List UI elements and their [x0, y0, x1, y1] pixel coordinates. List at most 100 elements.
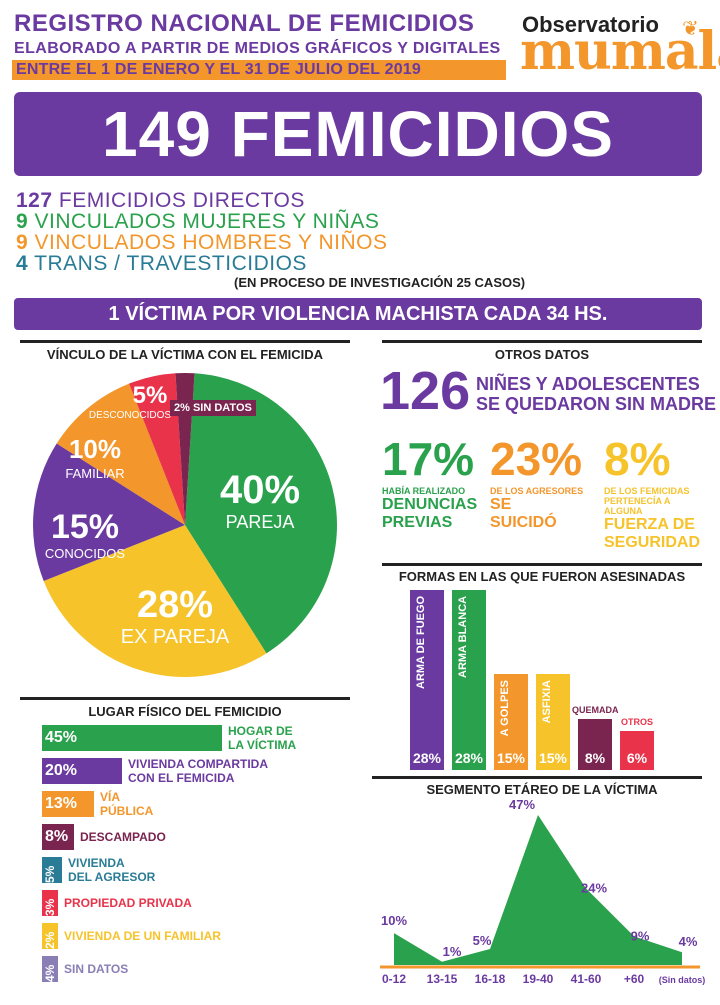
pie-pct-conocidos: 15% — [50, 508, 120, 546]
age-tick: 0-12 — [382, 972, 406, 986]
page-title: REGISTRO NACIONAL DE FEMICIDIOS — [14, 10, 475, 37]
age-value: 24% — [581, 880, 607, 895]
forma-value: 28% — [412, 750, 442, 766]
breakdown-line: 9 VINCULADOS HOMBRES Y NIÑOS — [16, 231, 388, 255]
place-label: VIVIENDA DE UN FAMILIAR — [64, 929, 221, 943]
pie-label-conocidos: CONOCIDOS — [44, 546, 126, 561]
forma-value: 6% — [626, 750, 648, 766]
pie-slice — [56, 383, 185, 525]
pie-label-familiar: FAMILIAR — [65, 466, 125, 481]
place-bar: 2% — [42, 923, 58, 949]
place-label: DESCAMPADO — [80, 830, 166, 844]
stat-denuncias: 17% HABÍA REALIZADO DENUNCIAS PREVIAS — [382, 436, 492, 532]
forma-label: QUEMADA — [572, 704, 619, 715]
stat-small: DE LOS AGRESORES — [490, 486, 584, 496]
forma-value: 28% — [454, 750, 484, 766]
breakdown-label: VINCULADOS MUJERES Y NIÑAS — [34, 210, 380, 233]
stat-pct: 23% — [490, 433, 583, 485]
place-label-line: DEL AGRESOR — [68, 870, 156, 884]
place-label-line: PÚBLICA — [100, 804, 154, 818]
formas-chart: 28% ARMA DE FUEGO 28% ARMA BLANCA 15% A GOLPE… — [410, 585, 680, 770]
stat-fuerza: 8% DE LOS FEMICIDAS PERTENECÍA A ALGUNA … — [604, 436, 704, 552]
breakdown-label: FEMICIDIOS DIRECTOS — [58, 189, 305, 212]
pie-label-sindatos: 2% SIN DATOS — [170, 400, 256, 416]
forma-bar — [494, 673, 528, 770]
logo-top-text: Observatorio — [522, 12, 659, 37]
stat-strong: SUICIDÓ — [490, 514, 557, 531]
breakdown-line: 127 FEMICIDIOS DIRECTOS — [16, 189, 305, 213]
section-divider — [382, 563, 702, 566]
stat-small: ALGUNA — [604, 506, 643, 516]
logo: mumalá — [520, 21, 720, 82]
forma-label: ARMA BLANCA — [457, 596, 469, 679]
section-divider — [20, 340, 350, 343]
date-range: ENTRE EL 1 DE ENERO Y EL 31 DE JULIO DEL… — [12, 60, 506, 80]
forma-bar — [620, 731, 654, 770]
place-label: SIN DATOS — [64, 962, 128, 976]
place-label: PROPIEDAD PRIVADA — [64, 896, 192, 910]
pie-pct-pareja: 40% — [219, 468, 301, 512]
place-label: HOGAR DE LA VÍCTIMA — [228, 724, 296, 752]
breakdown-line: 9 VINCULADOS MUJERES Y NIÑAS — [16, 210, 379, 234]
place-bar: 13% — [42, 791, 94, 817]
age-value: 9% — [631, 928, 650, 943]
stat-small: HABÍA REALIZADO — [382, 486, 466, 496]
forma-label: ASFIXIA — [541, 679, 553, 723]
age-value: 1% — [443, 944, 462, 959]
orphans-line: NIÑES Y ADOLESCENTES — [476, 374, 700, 394]
rate-banner: 1 VÍCTIMA POR VIOLENCIA MACHISTA CADA 34… — [14, 298, 702, 330]
edad-chart: 10% 0-12 1% 13-15 5% 16-18 47% 19-40 24% 41-60 9% +… — [380, 797, 706, 986]
page-subtitle: ELABORADO A PARTIR DE MEDIOS GRÁFICOS Y … — [14, 40, 501, 57]
forma-label: A GOLPES — [499, 679, 511, 736]
orphans-label: NIÑES Y ADOLESCENTES SE QUEDARON SIN MAD… — [476, 374, 716, 414]
breakdown-num: 9 — [16, 210, 29, 233]
place-label: VIVIENDA COMPARTIDA CON EL FEMICIDA — [128, 757, 268, 785]
butterfly-icon: ❦ — [682, 18, 699, 40]
place-label: VIVIENDA DEL AGRESOR — [68, 856, 155, 884]
forma-bar — [578, 718, 612, 770]
breakdown-num: 4 — [16, 252, 29, 275]
stat-strong: FUERZA DE — [604, 516, 695, 533]
stat-suicidio: 23% DE LOS AGRESORES SE SUICIDÓ — [490, 436, 600, 532]
place-label-line: LA VÍCTIMA — [228, 738, 297, 752]
pie-title: VÍNCULO DE LA VÍCTIMA CON EL FEMICIDA — [46, 347, 324, 362]
pie-slice — [185, 373, 337, 654]
breakdown-label: VINCULADOS HOMBRES Y NIÑOS — [34, 231, 388, 254]
forma-bar — [536, 673, 570, 770]
place-bar: 8% — [42, 824, 74, 850]
place-bar: 3% — [42, 890, 58, 916]
stat-pct: 8% — [604, 433, 671, 485]
age-value: 47% — [509, 797, 535, 812]
age-tick: 13-15 — [427, 972, 458, 986]
total-banner: 149 FEMICIDIOS — [14, 92, 702, 176]
age-area — [394, 815, 682, 965]
section-divider — [372, 776, 702, 779]
pie-slice — [43, 525, 267, 677]
stat-strong: SE — [490, 496, 512, 513]
age-value: 4% — [679, 934, 698, 949]
breakdown-line: 4 TRANS / TRAVESTICIDIOS — [16, 252, 307, 276]
place-bar: 45% — [42, 725, 222, 751]
lugar-title: LUGAR FÍSICO DEL FEMICIDIO — [88, 704, 282, 719]
edad-title: SEGMENTO ETÁREO DE LA VÍCTIMA — [426, 782, 658, 797]
otros-title: OTROS DATOS — [494, 347, 590, 362]
age-tick: 16-18 — [475, 972, 506, 986]
orphans-count: 126 — [380, 361, 471, 421]
age-value: 10% — [381, 913, 407, 928]
age-tick: (Sin datos) — [659, 975, 706, 985]
place-label-line: VIVIENDA — [68, 856, 125, 870]
place-bar: 20% — [42, 758, 122, 784]
place-label-line: VÍA — [100, 790, 121, 804]
place-bar: 4% — [42, 956, 58, 982]
lugar-chart: 45% HOGAR DE LA VÍCTIMA 20% VIVIENDA COMPART… — [0, 724, 360, 995]
investigation-note: (EN PROCESO DE INVESTIGACIÓN 25 CASOS) — [234, 275, 526, 290]
place-label: VÍA PÚBLICA — [100, 790, 153, 818]
place-label-line: VIVIENDA DE UN FAMILIAR — [64, 929, 221, 943]
forma-value: 8% — [584, 750, 606, 766]
breakdown-num: 9 — [16, 231, 29, 254]
forma-label: OTROS — [620, 717, 653, 728]
section-divider — [20, 697, 350, 700]
forma-bar — [410, 590, 444, 770]
stat-strong: DENUNCIAS — [382, 496, 478, 513]
place-label-line: SIN DATOS — [64, 962, 129, 976]
